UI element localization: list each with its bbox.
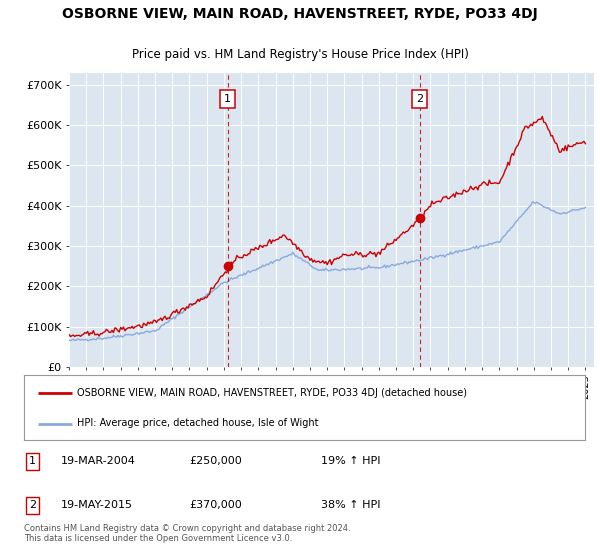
Text: HPI: Average price, detached house, Isle of Wight: HPI: Average price, detached house, Isle… [77, 418, 319, 428]
Text: OSBORNE VIEW, MAIN ROAD, HAVENSTREET, RYDE, PO33 4DJ (detached house): OSBORNE VIEW, MAIN ROAD, HAVENSTREET, RY… [77, 388, 467, 398]
Text: £370,000: £370,000 [190, 501, 242, 510]
Text: 2: 2 [416, 94, 424, 104]
Text: Price paid vs. HM Land Registry's House Price Index (HPI): Price paid vs. HM Land Registry's House … [131, 48, 469, 61]
Text: 1: 1 [29, 456, 36, 466]
Text: 38% ↑ HPI: 38% ↑ HPI [322, 501, 381, 510]
Text: 19-MAY-2015: 19-MAY-2015 [61, 501, 133, 510]
Text: 19% ↑ HPI: 19% ↑ HPI [322, 456, 381, 466]
Text: £250,000: £250,000 [190, 456, 242, 466]
Text: OSBORNE VIEW, MAIN ROAD, HAVENSTREET, RYDE, PO33 4DJ: OSBORNE VIEW, MAIN ROAD, HAVENSTREET, RY… [62, 7, 538, 21]
Text: Contains HM Land Registry data © Crown copyright and database right 2024.
This d: Contains HM Land Registry data © Crown c… [24, 524, 350, 543]
Text: 19-MAR-2004: 19-MAR-2004 [61, 456, 136, 466]
Text: 2: 2 [29, 501, 36, 510]
Text: 1: 1 [224, 94, 231, 104]
